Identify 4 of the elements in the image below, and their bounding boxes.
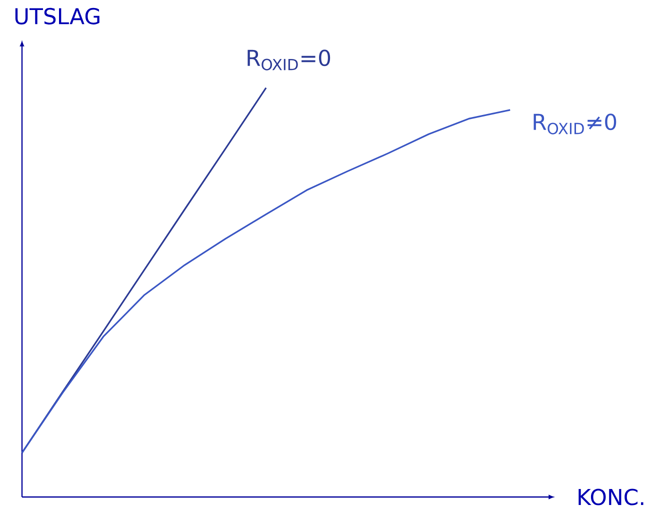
y-axis-title: UTSLAG — [15, 8, 100, 24]
series-label: R$_{OXID}$=0 — [248, 50, 330, 70]
series-label: R$_{OXID}$≠0 — [534, 114, 616, 134]
x-axis-title: KONC. — [578, 488, 644, 506]
